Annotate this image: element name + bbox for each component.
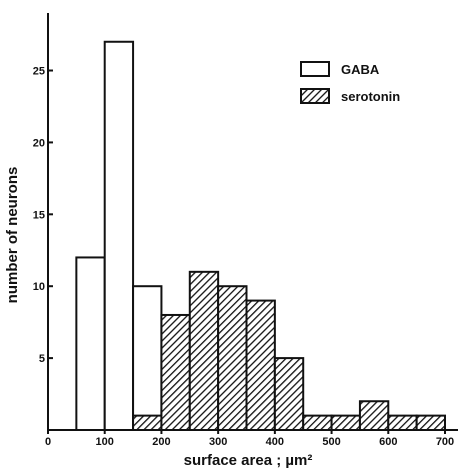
x-tick-label-300: 300	[209, 436, 227, 448]
x-tick-label-700: 700	[436, 436, 454, 448]
serotonin-bar-550-600	[358, 400, 390, 432]
gaba-bar-100-150	[103, 40, 135, 432]
x-tick-label-100: 100	[96, 436, 114, 448]
serotonin-bar-600-650	[387, 414, 418, 432]
y-tick-label-20: 20	[33, 137, 45, 149]
gaba-bar-150-200	[132, 285, 163, 432]
x-tick-label-200: 200	[152, 436, 170, 448]
x-ticks: 0 100 200 300 400 500 600 700	[45, 430, 454, 448]
serotonin-bar-300-350	[217, 285, 248, 432]
legend-label-serotonin: serotonin	[341, 89, 400, 104]
serotonin-bar-200-250	[160, 313, 191, 431]
serotonin-bar-650-700	[415, 414, 446, 432]
x-tick-label-400: 400	[266, 436, 284, 448]
legend: GABA serotonin	[300, 61, 400, 104]
x-axis-title: surface area ; µm²	[184, 452, 313, 469]
serotonin-bar-400-450	[273, 357, 305, 432]
x-tick-label-500: 500	[322, 436, 340, 448]
y-axis-title: number of neurons	[4, 167, 21, 304]
legend-swatch-serotonin	[300, 88, 330, 104]
serotonin-bar-350-400	[245, 299, 276, 431]
serotonin-bar-150-200	[132, 414, 163, 432]
gaba-bar-50-100	[75, 256, 106, 431]
y-tick-label-25: 25	[33, 66, 45, 78]
legend-swatch-gaba	[300, 61, 330, 77]
y-ticks: 5 10 15 20 25	[33, 66, 53, 365]
x-tick-label-0: 0	[45, 436, 51, 448]
serotonin-bar-450-500	[302, 414, 333, 432]
y-tick-label-15: 15	[33, 209, 45, 221]
x-tick-label-600: 600	[379, 436, 397, 448]
serotonin-bar-500-550	[330, 414, 361, 432]
serotonin-bars	[132, 270, 446, 432]
y-tick-label-5: 5	[39, 353, 45, 365]
serotonin-bar-250-300	[188, 270, 220, 431]
legend-label-gaba: GABA	[341, 62, 380, 77]
y-tick-label-10: 10	[33, 281, 45, 293]
